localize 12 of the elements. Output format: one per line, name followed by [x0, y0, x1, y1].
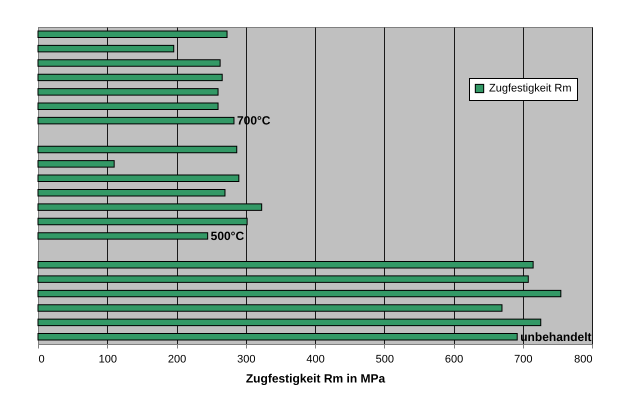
x-axis-title: Zugfestigkeit Rm in MPa	[246, 372, 386, 386]
x-tick-label: 200	[168, 354, 186, 366]
x-tick-label: 800	[574, 354, 592, 366]
x-tick-label: 300	[237, 354, 256, 366]
x-tick-label: 0	[38, 354, 45, 366]
x-tick-label: 400	[306, 354, 325, 366]
x-tick-label: 600	[444, 354, 464, 366]
x-tick-label: 700	[514, 354, 532, 366]
legend-label: Zugfestigkeit Rm	[489, 82, 572, 94]
y-tick-label: 500°C	[210, 228, 244, 243]
x-tick-label: 100	[98, 354, 117, 366]
x-tick-label: 500	[376, 354, 394, 366]
